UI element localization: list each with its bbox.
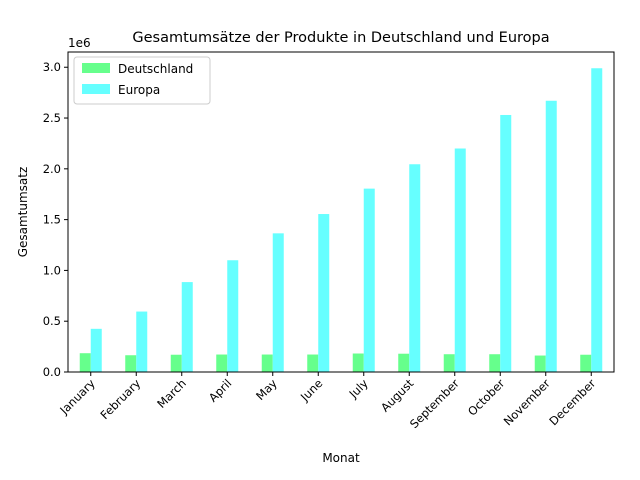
bar-deutschland-april [216, 354, 228, 372]
x-tick-label: October [465, 376, 508, 419]
bar-deutschland-september [443, 354, 455, 372]
bar-deutschland-january [79, 353, 91, 372]
y-offset-label: 1e6 [68, 36, 91, 50]
bar-europa-august [409, 164, 421, 372]
legend-label-deutschland: Deutschland [118, 62, 193, 76]
y-tick-label: 1.5 [43, 213, 61, 227]
bar-europa-october [500, 114, 512, 372]
legend-label-europa: Europa [118, 83, 160, 97]
plot-frame [67, 51, 615, 373]
x-tick-label: July [346, 376, 371, 401]
legend: Deutschland Europa [73, 56, 211, 105]
bar-europa-january [90, 328, 102, 372]
x-axis-label: Monat [322, 451, 360, 465]
y-axis-label: Gesamtumsatz [16, 167, 30, 258]
bar-deutschland-august [398, 353, 410, 372]
chart-title: Gesamtumsätze der Produkte in Deutschlan… [132, 30, 549, 46]
y-tick-label: 2.5 [43, 111, 61, 125]
y-tick-label: 1.0 [43, 263, 61, 277]
bar-deutschland-march [170, 354, 182, 372]
x-tick-label: February [97, 376, 143, 422]
bar-europa-september [454, 148, 466, 372]
x-tick-label: March [154, 376, 189, 411]
y-tick-label: 0.0 [43, 365, 61, 379]
x-tick-label: November [501, 376, 553, 428]
bar-europa-february [136, 311, 148, 372]
y-tick-label: 0.5 [43, 314, 61, 328]
bar-deutschland-october [489, 354, 501, 372]
bar-deutschland-december [580, 354, 592, 372]
bar-europa-december [591, 68, 603, 372]
bar-deutschland-november [534, 355, 546, 372]
x-tick-label: April [206, 376, 234, 404]
bar-europa-july [363, 188, 375, 372]
x-tick-label: August [378, 376, 417, 415]
x-tick-label: December [546, 376, 598, 428]
legend-swatch-europa [82, 84, 110, 94]
bar-deutschland-july [352, 353, 364, 372]
bar-deutschland-june [307, 354, 319, 372]
bar-europa-june [318, 214, 330, 372]
x-tick-label: May [253, 376, 280, 403]
x-tick-label: September [407, 376, 462, 431]
bar-europa-march [181, 282, 193, 372]
bar-deutschland-may [261, 354, 273, 372]
legend-swatch-deutschland [82, 63, 110, 73]
bars-group [79, 68, 603, 372]
bar-europa-may [272, 233, 284, 372]
bar-europa-november [545, 100, 557, 372]
y-tick-label: 2.0 [43, 162, 61, 176]
x-tick-label: June [297, 376, 325, 404]
bar-deutschland-february [125, 355, 137, 372]
bar-europa-april [227, 260, 239, 372]
x-tick-label: January [56, 376, 98, 418]
y-tick-label: 3.0 [43, 60, 61, 74]
